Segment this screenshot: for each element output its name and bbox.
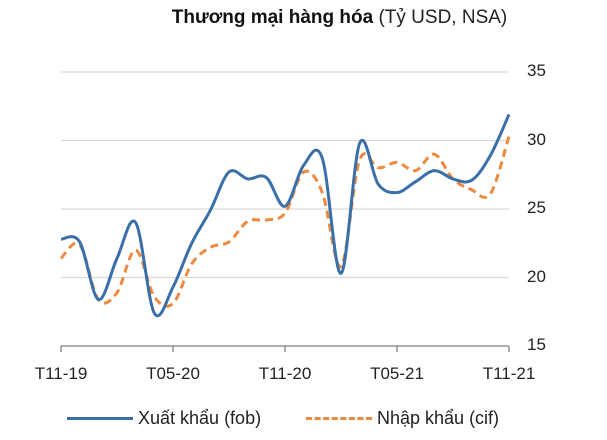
x-tick-label: T11-20 — [258, 364, 312, 383]
y-tick-label: 20 — [527, 267, 546, 286]
legend: Xuất khẩu (fob) Nhập khẩu (cif) — [0, 408, 607, 434]
chart-title-unit: (Tỷ USD, NSA) — [378, 7, 508, 28]
x-axis — [60, 345, 510, 352]
y-tick-label: 35 — [527, 61, 546, 80]
gridlines — [61, 71, 509, 279]
legend-item-export: Xuất khẩu (fob) — [67, 408, 261, 429]
legend-item-import: Nhập khẩu (cif) — [306, 408, 499, 429]
legend-dashed-line-icon — [306, 417, 372, 420]
import-line — [59, 135, 511, 308]
y-tick-label: 30 — [527, 130, 546, 149]
chart-title: Thương mại hàng hóa (Tỷ USD, NSA) — [0, 7, 607, 29]
x-tick-label: T11-21 — [482, 364, 536, 383]
y-tick-label: 25 — [527, 198, 546, 217]
x-tick-label: T05-21 — [370, 364, 424, 383]
y-tick-label: 15 — [527, 335, 546, 354]
chart-title-main: Thương mại hàng hóa — [171, 7, 374, 28]
legend-import-label: Nhập khẩu (cif) — [377, 408, 500, 428]
legend-solid-line-icon — [67, 417, 133, 420]
export-line — [60, 113, 511, 318]
x-tick-label: T05-20 — [146, 364, 200, 383]
legend-export-label: Xuất khẩu (fob) — [138, 408, 262, 428]
x-tick-label: T11-19 — [34, 364, 88, 383]
